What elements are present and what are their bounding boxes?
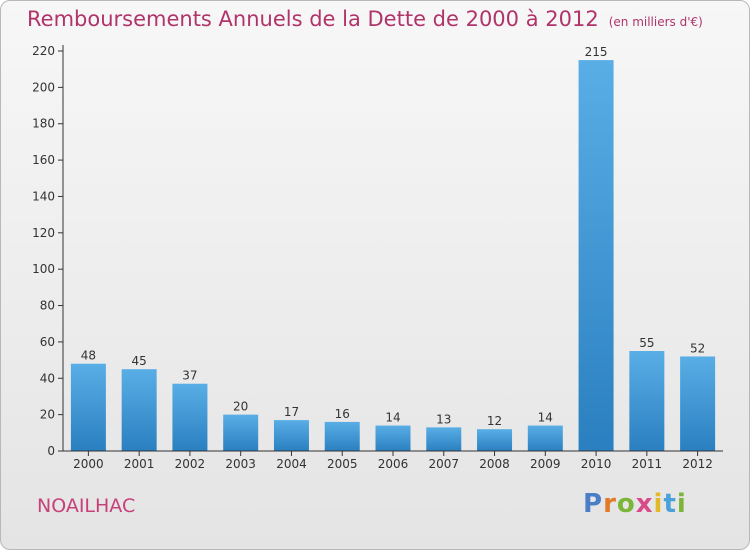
y-tick-label: 140 <box>32 189 55 203</box>
y-tick-label: 40 <box>40 371 55 385</box>
bar-2011 <box>629 351 665 451</box>
y-tick-label: 200 <box>32 80 55 94</box>
x-tick-label-2007: 2007 <box>428 457 459 471</box>
bar-2001 <box>121 369 157 451</box>
y-tick-label: 0 <box>47 444 55 458</box>
bar-2007 <box>426 427 462 451</box>
x-tick-label-2006: 2006 <box>378 457 409 471</box>
y-axis: 0 20 40 60 80 100 120 140 160 180 200 220 <box>32 44 64 458</box>
data-label-2003: 20 <box>233 400 248 414</box>
chart-subtitle: (en milliers d'€) <box>608 15 703 29</box>
x-tick-label-2009: 2009 <box>530 457 561 471</box>
bar-2000 <box>70 363 106 451</box>
y-tick-label: 100 <box>32 262 55 276</box>
x-tick-label-2004: 2004 <box>276 457 307 471</box>
data-label-2009: 14 <box>538 411 553 425</box>
bar-2005 <box>324 421 360 451</box>
chart-title-text: Remboursements Annuels de la Dette de 20… <box>27 7 599 31</box>
data-label-2010: 215 <box>585 45 608 59</box>
data-label-2001: 45 <box>132 354 147 368</box>
bar-2008 <box>477 429 513 451</box>
x-tick-label-2010: 2010 <box>581 457 612 471</box>
y-tick-label: 180 <box>32 117 55 131</box>
chart-title: Remboursements Annuels de la Dette de 20… <box>27 7 703 31</box>
bar-2002 <box>172 383 208 451</box>
data-label-2005: 16 <box>335 407 350 421</box>
data-label-2008: 12 <box>487 414 502 428</box>
x-tick-label-2011: 2011 <box>632 457 663 471</box>
x-tick-label-2001: 2001 <box>124 457 155 471</box>
data-label-2004: 17 <box>284 405 299 419</box>
data-label-2012: 52 <box>690 341 705 355</box>
data-label-2006: 14 <box>385 411 400 425</box>
x-tick-label-2003: 2003 <box>225 457 256 471</box>
proxiti-logo: Proxiti <box>583 489 687 519</box>
y-tick-label: 60 <box>40 335 55 349</box>
x-tick-label-2002: 2002 <box>175 457 206 471</box>
data-label-2000: 48 <box>81 349 96 363</box>
bar-2010 <box>578 60 614 451</box>
data-label-2007: 13 <box>436 412 451 426</box>
bar-2012 <box>680 356 716 451</box>
data-label-2002: 37 <box>182 369 197 383</box>
bar-2009 <box>527 425 563 451</box>
data-label-2011: 55 <box>639 336 654 350</box>
y-tick-label: 160 <box>32 153 55 167</box>
bar-2006 <box>375 425 411 451</box>
x-tick-label-2008: 2008 <box>479 457 510 471</box>
town-name: NOAILHAC <box>37 495 136 517</box>
y-tick-label: 20 <box>40 408 55 422</box>
bar-2003 <box>223 414 259 451</box>
x-tick-label-2012: 2012 <box>682 457 713 471</box>
x-tick-label-2005: 2005 <box>327 457 358 471</box>
bars-group: 48 45 37 20 17 16 14 13 12 14 215 55 52 <box>70 45 716 451</box>
y-tick-label: 80 <box>40 299 55 313</box>
x-axis: 2000 2001 2002 2003 2004 2005 2006 2007 2008 2009… <box>63 450 723 471</box>
x-tick-label-2000: 2000 <box>73 457 104 471</box>
y-tick-label: 120 <box>32 226 55 240</box>
bar-2004 <box>273 420 309 451</box>
y-tick-label: 220 <box>32 44 55 58</box>
